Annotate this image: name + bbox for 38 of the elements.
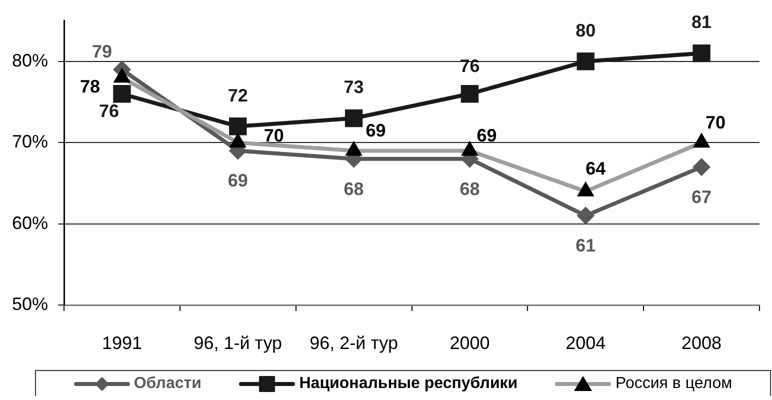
point xyxy=(229,118,247,136)
point xyxy=(113,85,131,103)
x-tick-label: 2008 xyxy=(682,332,722,353)
x-tick-label: 1991 xyxy=(102,332,142,353)
y-tick-label: 70% xyxy=(12,132,48,152)
x-tick-label: 2004 xyxy=(566,332,606,353)
x-tick-label: 96, 2-й тур xyxy=(310,332,398,353)
legend-label: Национальные республики xyxy=(299,374,518,392)
data-label: 80 xyxy=(576,20,596,40)
y-tick-label: 50% xyxy=(12,294,48,314)
point xyxy=(692,158,711,176)
x-tick-label: 96, 1-й тур xyxy=(194,332,282,353)
data-label: 81 xyxy=(692,12,712,32)
data-label: 69 xyxy=(476,126,497,146)
data-label: 72 xyxy=(228,85,248,106)
data-label: 78 xyxy=(80,76,100,97)
data-label: 79 xyxy=(92,41,112,62)
point xyxy=(344,109,363,128)
x-tick-label: 2000 xyxy=(450,332,490,353)
data-label: 69 xyxy=(366,120,386,141)
y-tick-label: 80% xyxy=(12,50,48,70)
point xyxy=(692,44,710,62)
data-label: 67 xyxy=(692,186,712,207)
data-label: 61 xyxy=(576,236,596,256)
point xyxy=(576,52,594,70)
legend-label: Области xyxy=(134,374,202,392)
data-label: 70 xyxy=(264,126,284,146)
data-label: 68 xyxy=(344,178,364,199)
legend-label: Россия в целом xyxy=(615,374,732,392)
point xyxy=(460,85,479,103)
data-label: 68 xyxy=(460,178,480,199)
data-label: 76 xyxy=(98,100,119,121)
y-tick-label: 60% xyxy=(12,212,48,233)
data-label: 69 xyxy=(228,170,248,191)
point xyxy=(576,206,595,225)
data-label: 73 xyxy=(344,77,364,98)
data-label: 64 xyxy=(586,158,606,178)
data-label: 70 xyxy=(706,112,726,133)
